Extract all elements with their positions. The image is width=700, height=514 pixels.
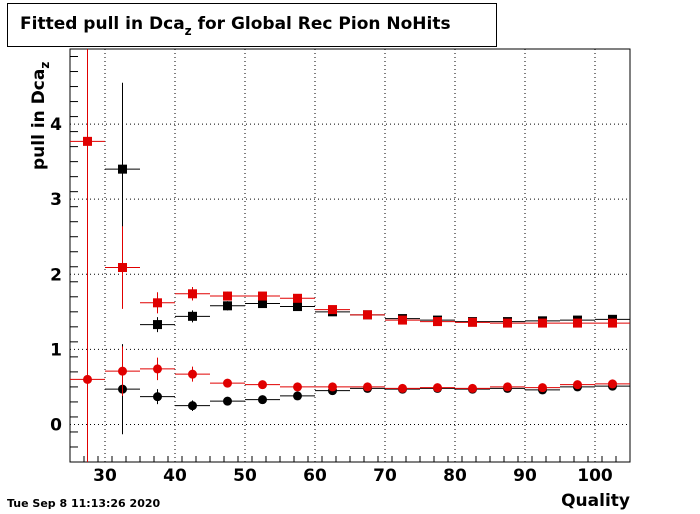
data-point-square [328, 305, 337, 315]
y-tick-label: 0 [50, 415, 62, 435]
data-point-circle [398, 383, 407, 393]
x-tick-label: 100 [577, 466, 613, 486]
data-point-square [363, 310, 372, 320]
data-point-square [118, 263, 127, 273]
x-tick-label: 60 [303, 466, 327, 486]
data-point-square [223, 291, 232, 301]
title-main: Fitted pull in Dca [20, 14, 185, 34]
timestamp: Tue Sep 8 11:13:26 2020 [7, 497, 161, 510]
plot-frame [69, 48, 631, 463]
data-point-circle [258, 380, 267, 390]
data-point-square [293, 302, 302, 312]
data-point-circle [363, 382, 372, 392]
data-point-circle [468, 383, 477, 393]
data-point-circle [223, 378, 232, 388]
data-point-circle [573, 380, 582, 390]
chart-title: Fitted pull in Dcaz for Global Rec Pion … [20, 14, 451, 38]
data-point-circle [223, 396, 232, 406]
data-point-circle [293, 382, 302, 392]
title-rest: for Global Rec Pion NoHits [191, 14, 451, 34]
y-tick-label: 4 [50, 115, 62, 135]
x-tick-label: 90 [513, 466, 537, 486]
data-point-circle [258, 395, 267, 405]
x-tick-label: 50 [233, 466, 257, 486]
data-point-square [293, 293, 302, 303]
data-point-circle [153, 392, 162, 402]
title-box: Fitted pull in Dcaz for Global Rec Pion … [7, 3, 497, 47]
data-point-circle [328, 382, 337, 392]
data-point-square [258, 291, 267, 301]
data-point-square [398, 315, 407, 325]
data-point-circle [118, 366, 127, 376]
data-point-square [538, 318, 547, 328]
x-tick-label: 70 [373, 466, 397, 486]
data-point-circle [293, 391, 302, 401]
data-point-square [468, 317, 477, 327]
data-point-square [503, 318, 512, 328]
data-point-square [573, 318, 582, 328]
data-point-circle [188, 401, 197, 411]
data-point-circle [153, 364, 162, 374]
data-point-square [223, 301, 232, 311]
x-tick-label: 40 [163, 466, 187, 486]
data-point-circle [608, 379, 617, 389]
data-point-square [188, 289, 197, 299]
data-point-square [153, 320, 162, 330]
y-tick-label: 1 [50, 340, 62, 360]
data-point-circle [83, 374, 92, 384]
x-tick-label: 30 [93, 466, 117, 486]
title-subscript: z [184, 24, 192, 38]
data-point-circle [433, 383, 442, 393]
x-tick-label: 80 [443, 466, 467, 486]
data-point-circle [503, 382, 512, 392]
y-tick-label: 2 [50, 265, 62, 285]
data-point-square [433, 317, 442, 327]
data-point-square [118, 164, 127, 174]
data-point-circle [188, 369, 197, 379]
data-point-square [153, 298, 162, 308]
data-point-square [188, 311, 197, 321]
x-axis-label: Quality [561, 491, 630, 511]
y-tick-label: 3 [50, 190, 62, 210]
data-point-square [608, 318, 617, 328]
data-point-circle [538, 383, 547, 393]
data-point-square [258, 299, 267, 309]
